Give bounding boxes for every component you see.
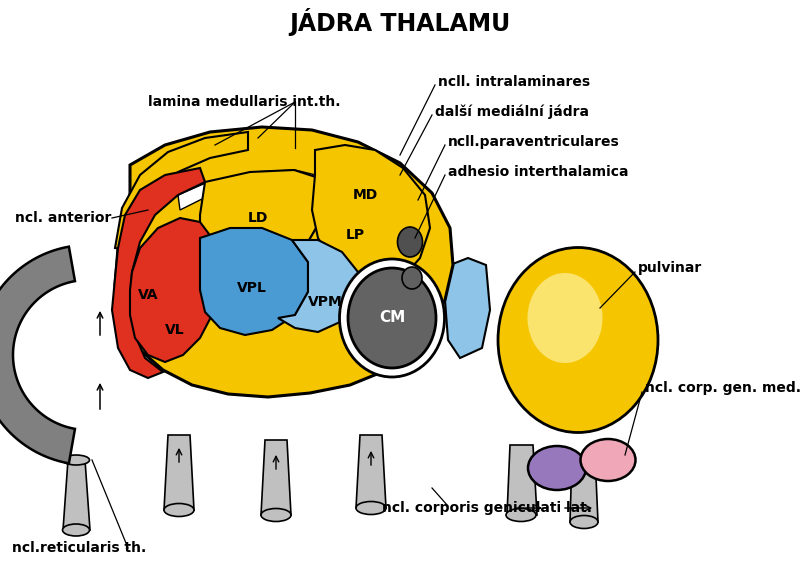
Text: VPM: VPM [308, 295, 342, 309]
Text: ncll.paraventriculares: ncll.paraventriculares [448, 135, 620, 149]
Polygon shape [507, 445, 537, 515]
Text: ncl.reticularis th.: ncl.reticularis th. [12, 541, 146, 555]
Polygon shape [112, 168, 205, 378]
Ellipse shape [62, 455, 90, 465]
Text: ncl. anterior: ncl. anterior [15, 211, 111, 225]
Ellipse shape [164, 504, 194, 516]
Polygon shape [200, 228, 308, 335]
Polygon shape [312, 145, 430, 282]
Text: VA: VA [138, 288, 158, 302]
Polygon shape [115, 132, 248, 250]
Polygon shape [300, 180, 405, 292]
Ellipse shape [261, 508, 291, 522]
Polygon shape [0, 247, 75, 463]
Ellipse shape [402, 267, 422, 289]
Text: VL: VL [165, 323, 185, 337]
Text: LD: LD [248, 211, 268, 225]
Polygon shape [178, 170, 330, 210]
Ellipse shape [527, 273, 602, 363]
Polygon shape [261, 440, 291, 515]
Text: ncll. intralaminares: ncll. intralaminares [438, 75, 590, 89]
Text: LP: LP [346, 228, 365, 242]
Polygon shape [570, 455, 598, 522]
Polygon shape [115, 127, 453, 397]
Text: VPL: VPL [237, 281, 267, 295]
Text: další mediální jádra: další mediální jádra [435, 105, 589, 119]
Text: adhesio interthalamica: adhesio interthalamica [448, 165, 629, 179]
Text: ncl. corporis geniculati lat.: ncl. corporis geniculati lat. [382, 501, 592, 515]
Text: CM: CM [379, 310, 405, 325]
Ellipse shape [528, 446, 586, 490]
Text: JÁDRA THALAMU: JÁDRA THALAMU [290, 8, 510, 36]
Polygon shape [356, 435, 386, 508]
Polygon shape [130, 218, 218, 362]
Ellipse shape [348, 268, 436, 368]
Ellipse shape [581, 439, 635, 481]
Ellipse shape [62, 524, 90, 536]
Ellipse shape [398, 227, 422, 257]
Text: lamina medullaris int.th.: lamina medullaris int.th. [148, 95, 341, 109]
Polygon shape [164, 435, 194, 510]
Text: ncl. corp. gen. med.: ncl. corp. gen. med. [645, 381, 800, 395]
Text: pulvinar: pulvinar [638, 261, 702, 275]
Polygon shape [445, 258, 490, 358]
Text: MD: MD [352, 188, 378, 202]
Polygon shape [63, 460, 90, 530]
Polygon shape [278, 240, 358, 332]
Ellipse shape [570, 516, 598, 528]
Ellipse shape [356, 501, 386, 515]
Polygon shape [200, 170, 325, 260]
Ellipse shape [506, 508, 536, 522]
Ellipse shape [339, 259, 445, 377]
Ellipse shape [498, 247, 658, 432]
